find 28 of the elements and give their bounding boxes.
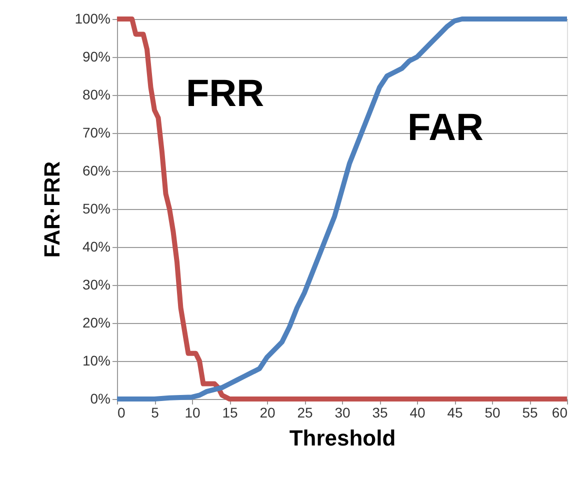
x-tick-label: 50 [484, 404, 500, 420]
x-tick-label: 0 [118, 404, 126, 420]
y-tick-label: 70% [82, 124, 110, 140]
y-tick-label: 30% [82, 276, 110, 292]
x-tick-label: 25 [297, 404, 313, 420]
series-label: FRR [186, 73, 264, 115]
x-tick-label: 60 [552, 404, 568, 420]
x-tick-label: 40 [410, 404, 426, 420]
x-tick-label: 45 [447, 404, 463, 420]
y-tick-label: 80% [82, 86, 110, 102]
y-tick-label: 90% [82, 48, 110, 64]
x-tick-label: 35 [372, 404, 388, 420]
y-tick-label: 10% [82, 352, 110, 368]
y-tick-label: 20% [82, 314, 110, 330]
y-tick-label: 0% [90, 390, 110, 406]
y-tick-label: 40% [82, 238, 110, 254]
x-tick-label: 20 [260, 404, 276, 420]
x-tick-label: 10 [184, 404, 200, 420]
y-tick-label: 100% [74, 10, 110, 26]
x-tick-label: 55 [522, 404, 538, 420]
y-tick-label: 50% [82, 200, 110, 216]
x-tick-label: 30 [334, 404, 350, 420]
series-label: FAR [408, 107, 484, 150]
y-axis-title: FAR·FRR [40, 161, 65, 258]
x-tick-label: 5 [151, 404, 160, 420]
x-tick-label: 15 [222, 404, 238, 420]
x-axis-title: Threshold [289, 426, 396, 450]
y-tick-label: 60% [82, 162, 110, 178]
